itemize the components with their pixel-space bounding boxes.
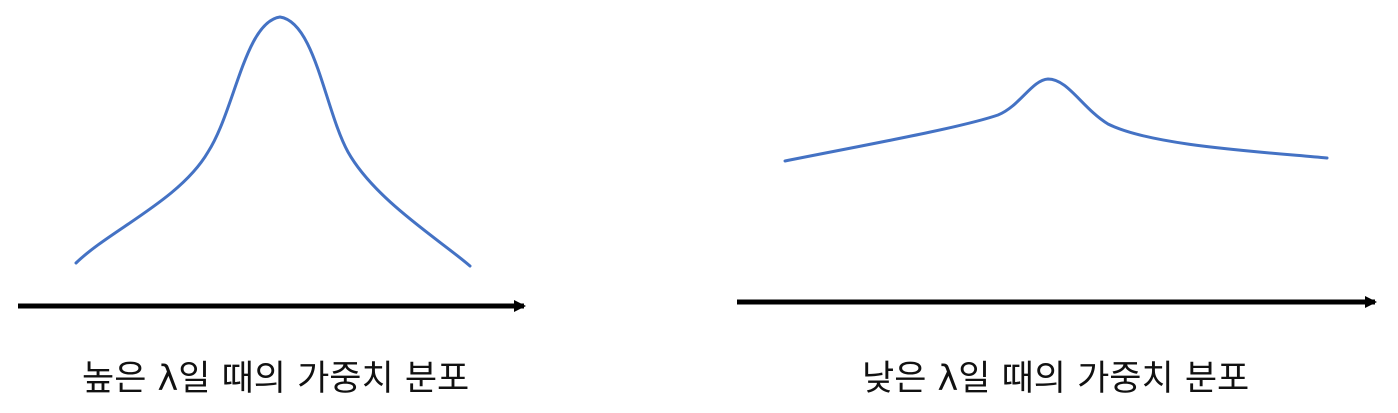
high-lambda-caption: 높은 λ일 때의 가중치 분포 <box>82 359 470 399</box>
low-lambda-distribution-curve <box>783 77 1329 163</box>
high-lambda-distribution-curve <box>74 15 472 268</box>
low-lambda-caption: 낮은 λ일 때의 가중치 분포 <box>862 359 1250 399</box>
